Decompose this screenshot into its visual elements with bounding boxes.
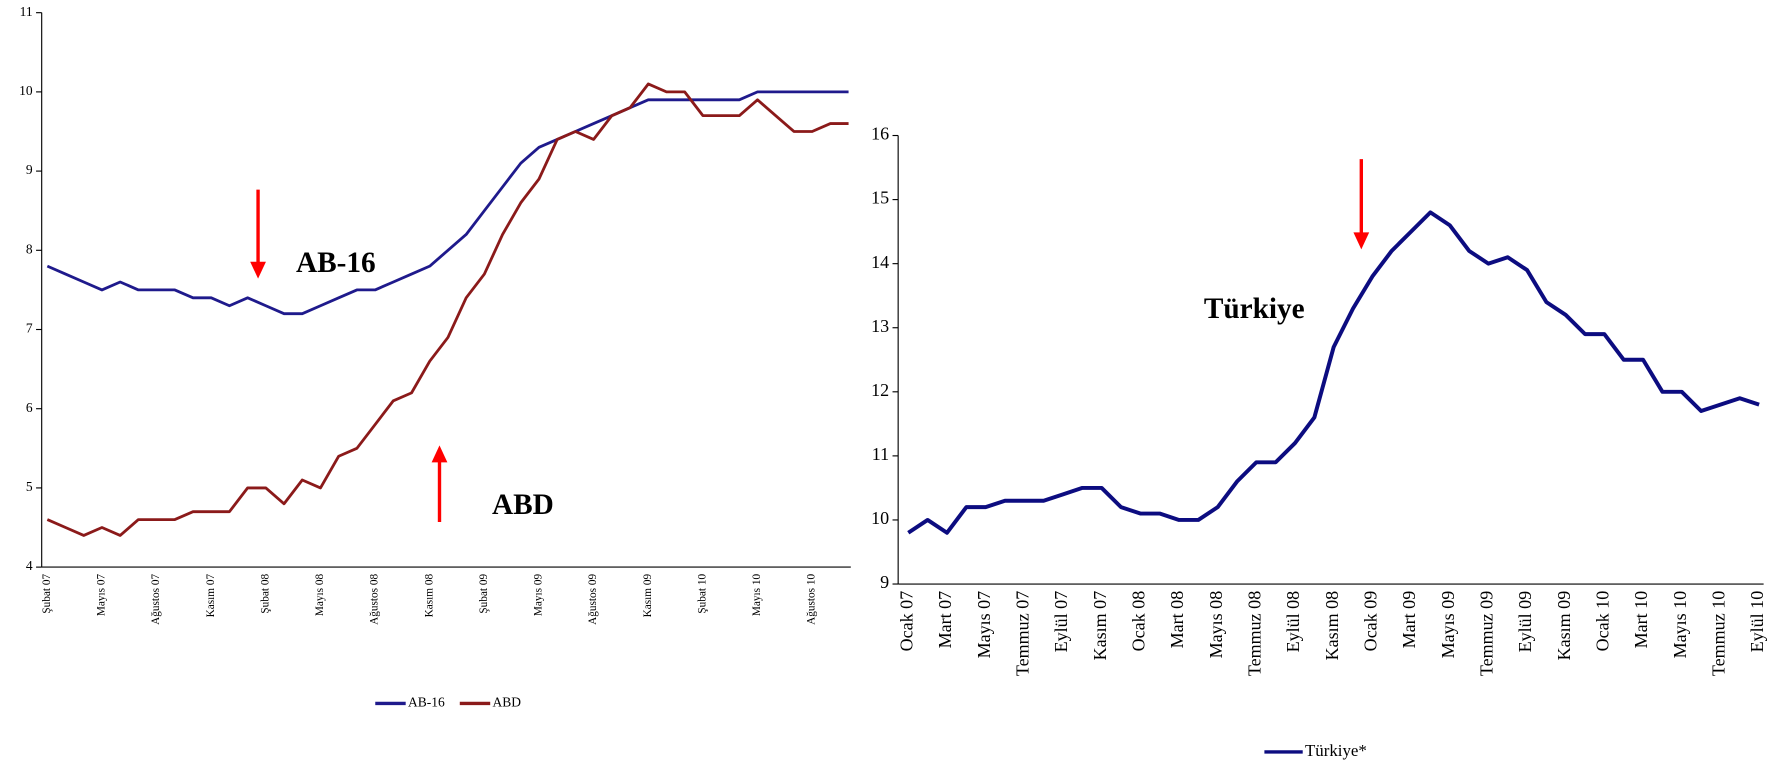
legend-label: ABD bbox=[492, 695, 521, 710]
y-tick-label: 15 bbox=[871, 188, 889, 208]
x-tick-label: Ocak 07 bbox=[896, 591, 916, 652]
x-tick-label: Mayıs 10 bbox=[1670, 591, 1690, 659]
annotation: Türkiye bbox=[1204, 293, 1305, 325]
x-tick-label: Şubat 08 bbox=[259, 574, 271, 614]
x-tick-label: Mart 09 bbox=[1399, 591, 1419, 649]
arrow-head bbox=[1353, 232, 1370, 250]
x-tick-label: Ağustos 07 bbox=[150, 574, 162, 625]
y-tick-label: 13 bbox=[871, 316, 889, 336]
x-tick-label: Kasım 07 bbox=[1090, 591, 1110, 661]
y-tick-label: 12 bbox=[871, 380, 889, 400]
x-tick-label: Şubat 10 bbox=[696, 574, 708, 614]
x-tick-label: Mayıs 09 bbox=[1438, 591, 1458, 659]
legend-label: AB-16 bbox=[408, 695, 445, 710]
y-tick-label: 9 bbox=[26, 162, 33, 177]
legend-label: Türkiye* bbox=[1305, 741, 1367, 760]
y-tick-label: 11 bbox=[20, 4, 33, 19]
x-tick-label: Ocak 10 bbox=[1593, 591, 1613, 652]
x-tick-label: Kasım 08 bbox=[1322, 591, 1342, 661]
x-tick-label: Ağustos 09 bbox=[587, 574, 599, 625]
x-tick-label: Ağustos 10 bbox=[806, 574, 818, 625]
series-line bbox=[46, 82, 849, 537]
annotation: AB-16 bbox=[296, 247, 376, 279]
y-tick-label: 4 bbox=[26, 558, 33, 573]
x-tick-label: Kasım 07 bbox=[205, 574, 217, 618]
x-tick-label: Ağustos 08 bbox=[369, 574, 381, 625]
x-tick-label: Mayıs 10 bbox=[751, 574, 763, 617]
y-tick-label: 16 bbox=[871, 124, 889, 144]
x-tick-label: Mayıs 07 bbox=[974, 591, 994, 659]
x-tick-label: Eylül 09 bbox=[1515, 591, 1535, 653]
x-tick-label: Temmuz 09 bbox=[1477, 591, 1497, 676]
x-tick-label: Mart 10 bbox=[1631, 591, 1651, 649]
x-tick-label: Mayıs 07 bbox=[96, 574, 108, 617]
x-tick-label: Temmuz 08 bbox=[1244, 591, 1264, 676]
y-tick-label: 7 bbox=[26, 321, 33, 336]
y-tick-label: 11 bbox=[872, 444, 889, 464]
x-tick-label: Kasım 09 bbox=[1554, 591, 1574, 661]
x-tick-label: Temmuz 07 bbox=[1012, 591, 1032, 676]
x-tick-label: Şubat 09 bbox=[478, 574, 490, 614]
y-tick-label: 10 bbox=[871, 508, 889, 528]
x-tick-label: Temmuz 10 bbox=[1709, 591, 1729, 676]
x-tick-label: Mart 07 bbox=[935, 591, 955, 649]
x-tick-label: Mayıs 09 bbox=[533, 574, 545, 617]
y-tick-label: 10 bbox=[19, 83, 33, 98]
x-tick-label: Eylül 07 bbox=[1051, 591, 1071, 653]
y-tick-label: 14 bbox=[871, 252, 889, 272]
y-tick-label: 8 bbox=[26, 241, 33, 256]
y-tick-label: 6 bbox=[26, 400, 33, 415]
x-tick-label: Ocak 09 bbox=[1361, 591, 1381, 652]
x-tick-label: Mayıs 08 bbox=[1206, 591, 1226, 659]
x-tick-label: Mart 08 bbox=[1167, 591, 1187, 649]
x-tick-label: Eylül 10 bbox=[1747, 591, 1767, 653]
y-tick-label: 9 bbox=[880, 572, 889, 592]
arrows bbox=[250, 159, 1370, 523]
arrow-head bbox=[250, 261, 266, 279]
x-tick-label: Şubat 07 bbox=[41, 574, 53, 614]
series-line bbox=[907, 210, 1760, 535]
x-tick-label: Ocak 08 bbox=[1128, 591, 1148, 652]
y-tick-label: 5 bbox=[26, 479, 33, 494]
x-tick-label: Eylül 08 bbox=[1283, 591, 1303, 653]
arrow-head bbox=[431, 445, 448, 463]
annotation: ABD bbox=[492, 489, 554, 521]
x-tick-label: Kasım 08 bbox=[423, 574, 435, 618]
x-tick-label: Mayıs 08 bbox=[314, 574, 326, 617]
series-line bbox=[46, 90, 849, 316]
x-tick-label: Kasım 09 bbox=[642, 574, 654, 618]
